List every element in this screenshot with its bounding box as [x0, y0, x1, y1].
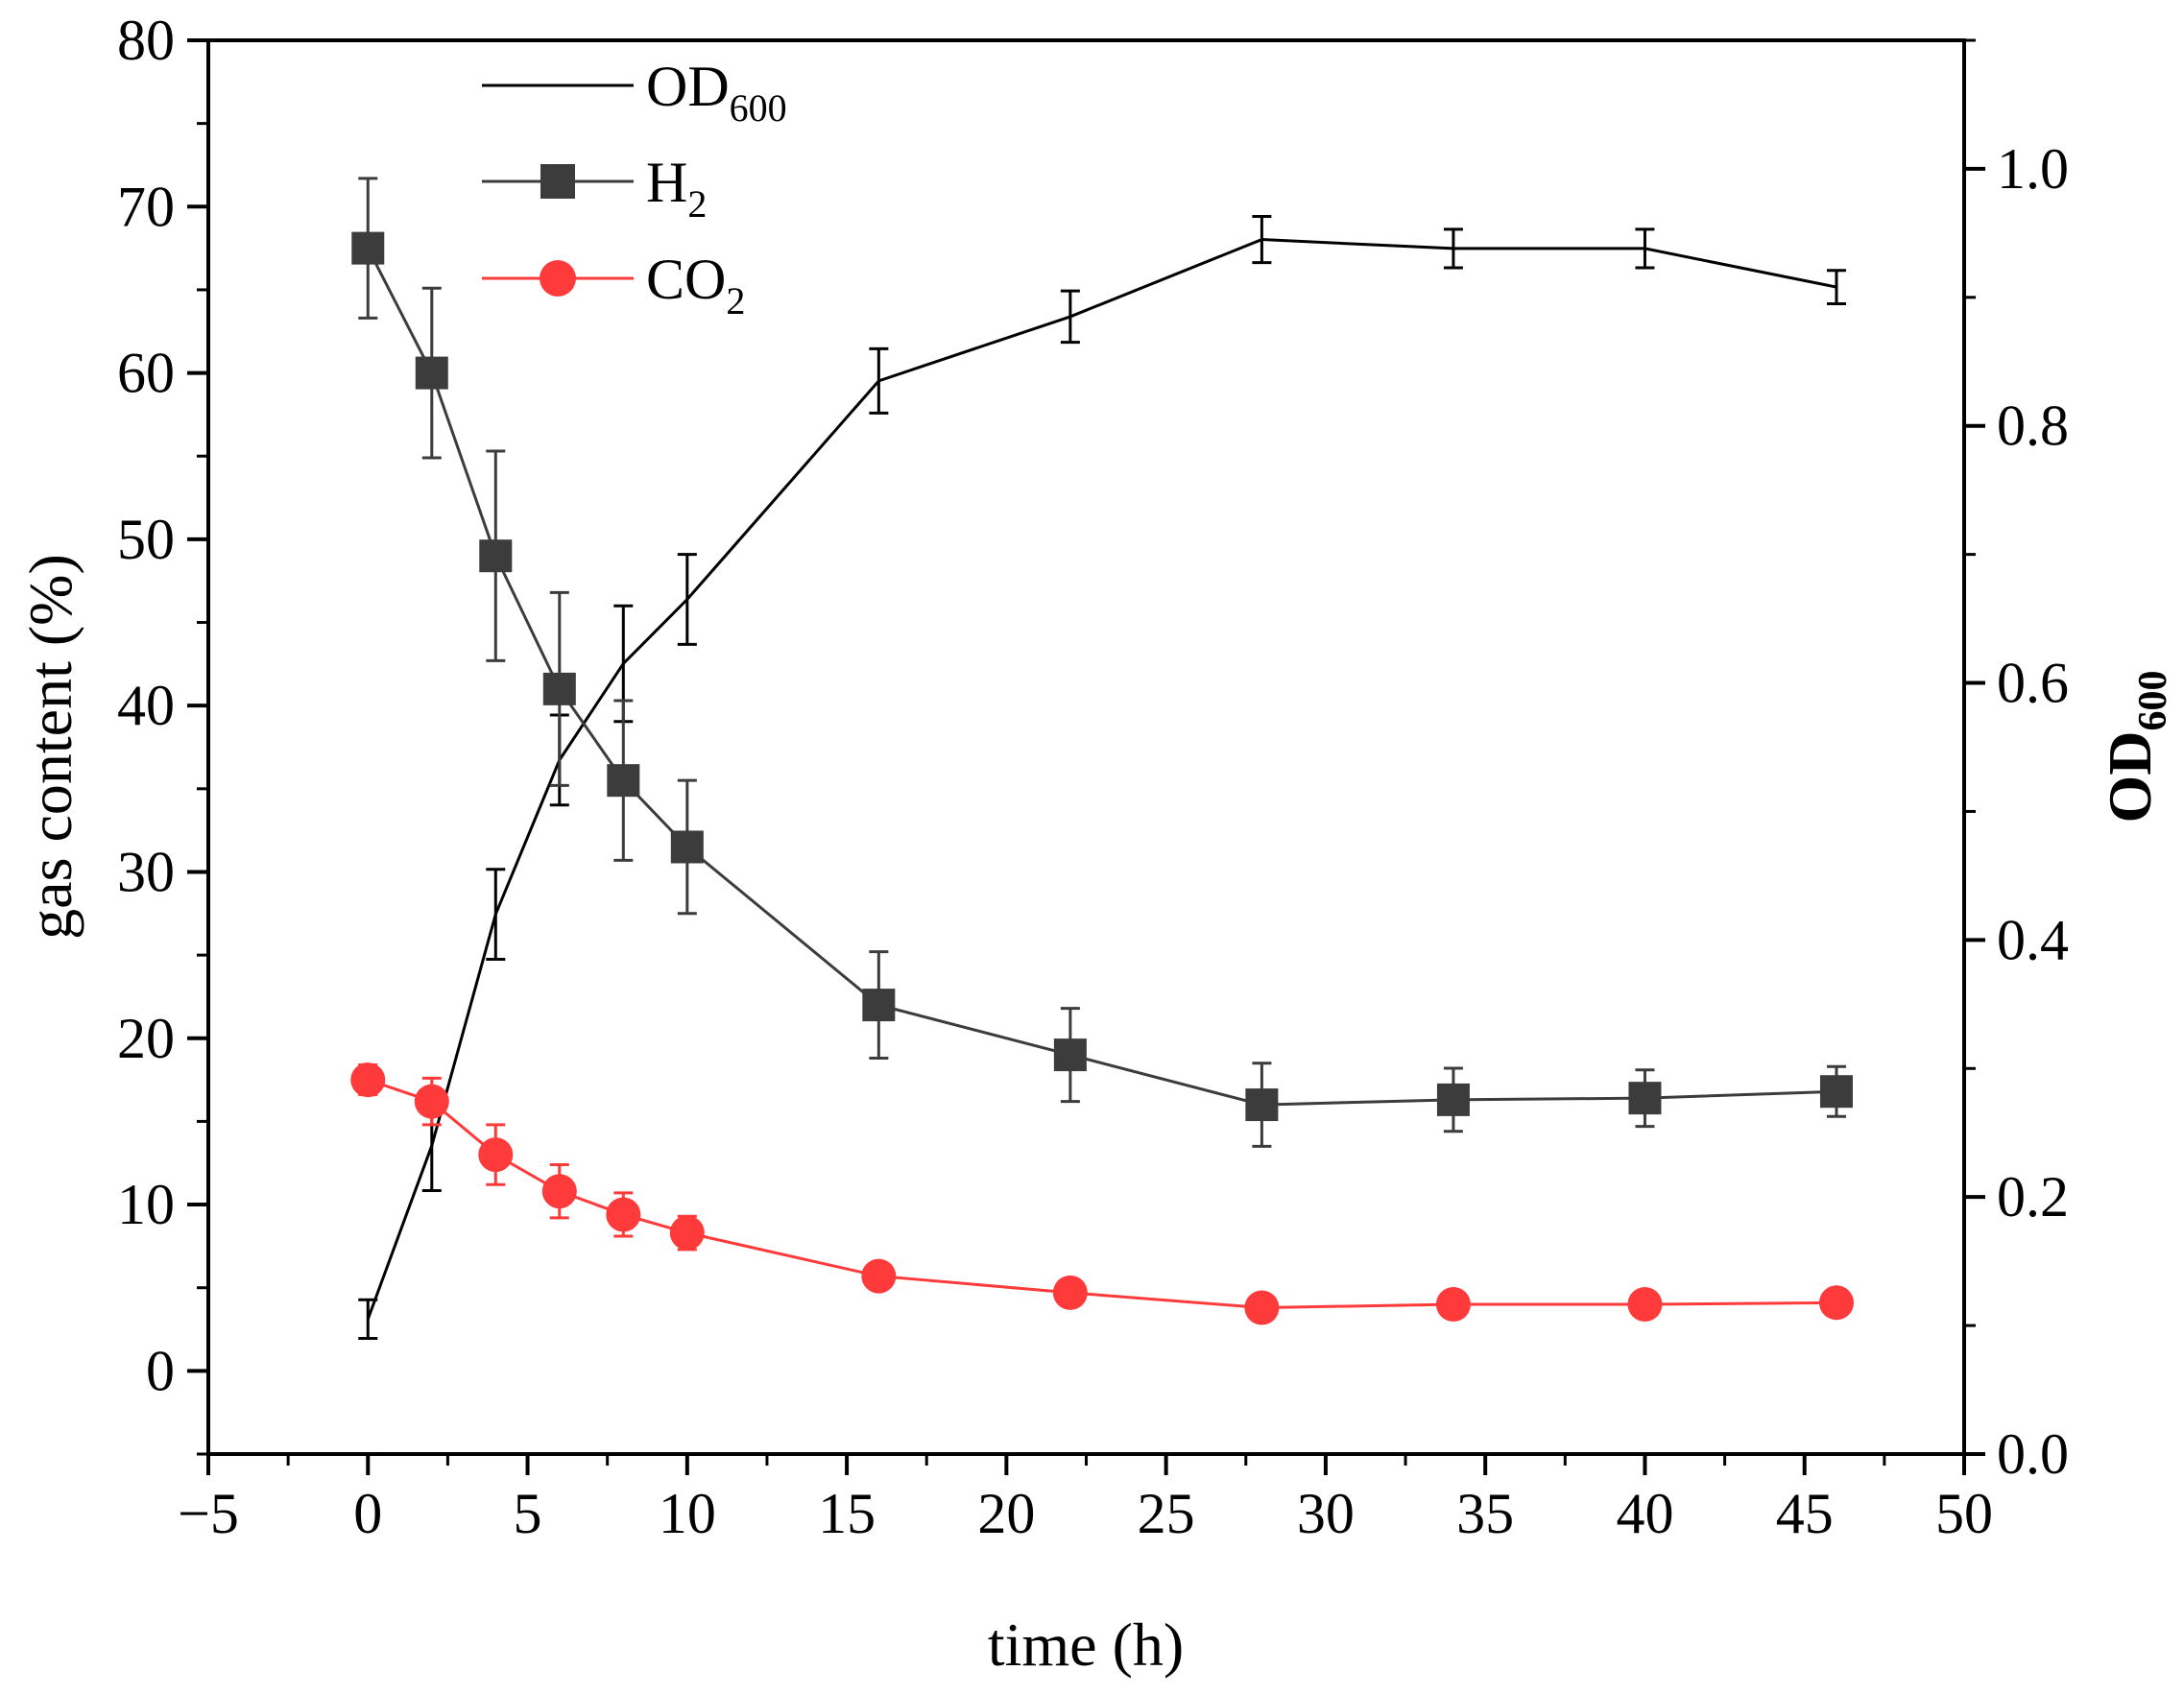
legend-h2-sub: 2: [687, 182, 707, 226]
co2-point: [1244, 1290, 1280, 1325]
co2-point: [1052, 1275, 1088, 1310]
y-left-tick-label: 80: [117, 9, 175, 72]
co2-point: [669, 1215, 705, 1251]
y-right-tick-label: 0.6: [1997, 652, 2069, 715]
co2-point: [1627, 1287, 1663, 1323]
h2-point: [607, 764, 640, 798]
y-right-tick-label: 0.8: [1997, 394, 2069, 458]
y-left-tick-label: 40: [117, 674, 175, 737]
x-tick-label: 20: [977, 1482, 1035, 1545]
h2-line: [366, 247, 1837, 1107]
legend-od600-sub: 600: [730, 86, 787, 130]
plot-frame: [206, 38, 1966, 1456]
co2-point: [1435, 1287, 1471, 1323]
y-right-tick-label: 0.0: [1997, 1422, 2069, 1486]
y-left-tick-label: 0: [146, 1339, 175, 1402]
h2-point: [1628, 1082, 1662, 1115]
x-axis-title: time (h): [988, 1610, 1184, 1679]
y-right-axis-ticks: 0.0 0.2 0.4 0.6 0.8 1.0: [1964, 38, 2069, 1486]
co2-point: [861, 1258, 897, 1294]
x-tick-label: 10: [659, 1482, 716, 1545]
series-layer: [350, 177, 1854, 1340]
co2-line: [367, 1078, 1836, 1310]
h2-point: [415, 356, 448, 390]
y-right-axis-title: OD600: [2096, 671, 2175, 823]
legend: OD600 H2 CO2: [482, 55, 787, 322]
y-right-tick-label: 0.2: [1997, 1165, 2069, 1229]
x-tick-label: 45: [1776, 1482, 1834, 1545]
x-tick-label: −5: [178, 1482, 239, 1545]
x-tick-label: 40: [1616, 1482, 1673, 1545]
co2-point: [1818, 1285, 1854, 1321]
y-right-tick-label: 0.4: [1997, 908, 2069, 971]
legend-h2-base: H: [646, 151, 687, 214]
h2-point: [479, 539, 513, 573]
legend-h2-label: H2: [646, 151, 707, 226]
x-tick-label: 25: [1138, 1482, 1195, 1545]
y-left-tick-label: 50: [117, 508, 175, 571]
od600-line: [366, 238, 1837, 1320]
y-left-tick-label: 30: [117, 840, 175, 903]
co2-point: [350, 1062, 386, 1098]
x-tick-label: 35: [1456, 1482, 1514, 1545]
h2-point: [1436, 1083, 1470, 1116]
x-tick-label: 0: [353, 1482, 382, 1545]
y-left-axis-title: gas content (%): [16, 554, 84, 940]
x-tick-label: 15: [818, 1482, 876, 1545]
legend-co2-label: CO2: [646, 248, 745, 322]
y-right-tick-label: 1.0: [1997, 137, 2069, 201]
legend-co2-sub: 2: [726, 279, 745, 322]
series-co2: [350, 1062, 1854, 1325]
legend-co2-marker: [540, 260, 576, 297]
y-left-tick-label: 70: [117, 175, 175, 238]
h2-point: [1053, 1038, 1087, 1072]
h2-point: [351, 231, 385, 265]
h2-point: [862, 989, 896, 1022]
series-od600: [358, 214, 1846, 1340]
series-h2: [351, 177, 1853, 1148]
legend-od600-label: OD600: [646, 55, 787, 130]
co2-point: [606, 1197, 641, 1232]
h2-point: [1245, 1088, 1279, 1122]
h2-point: [670, 830, 704, 864]
y-left-tick-label: 10: [117, 1173, 175, 1236]
x-tick-label: 50: [1935, 1482, 1993, 1545]
co2-point: [478, 1137, 514, 1173]
y-right-title-base: OD: [2096, 731, 2164, 823]
h2-point: [1819, 1075, 1853, 1109]
legend-co2-base: CO: [646, 248, 726, 311]
y-left-tick-label: 20: [117, 1007, 175, 1070]
x-axis-ticks: −5 0 5 10 15 20 25 30 35 40 45 50: [178, 1454, 1993, 1545]
legend-h2-marker: [540, 164, 575, 199]
co2-point: [541, 1174, 577, 1209]
y-left-axis-ticks: 0 10 20 30 40 50 60 70 80: [117, 9, 208, 1456]
h2-point: [542, 672, 576, 705]
x-tick-label: 5: [514, 1482, 542, 1545]
y-right-title-sub: 600: [2131, 671, 2175, 731]
y-left-tick-label: 60: [117, 342, 175, 405]
co2-point: [414, 1084, 449, 1119]
x-tick-label: 30: [1297, 1482, 1355, 1545]
legend-od600-base: OD: [646, 55, 730, 118]
